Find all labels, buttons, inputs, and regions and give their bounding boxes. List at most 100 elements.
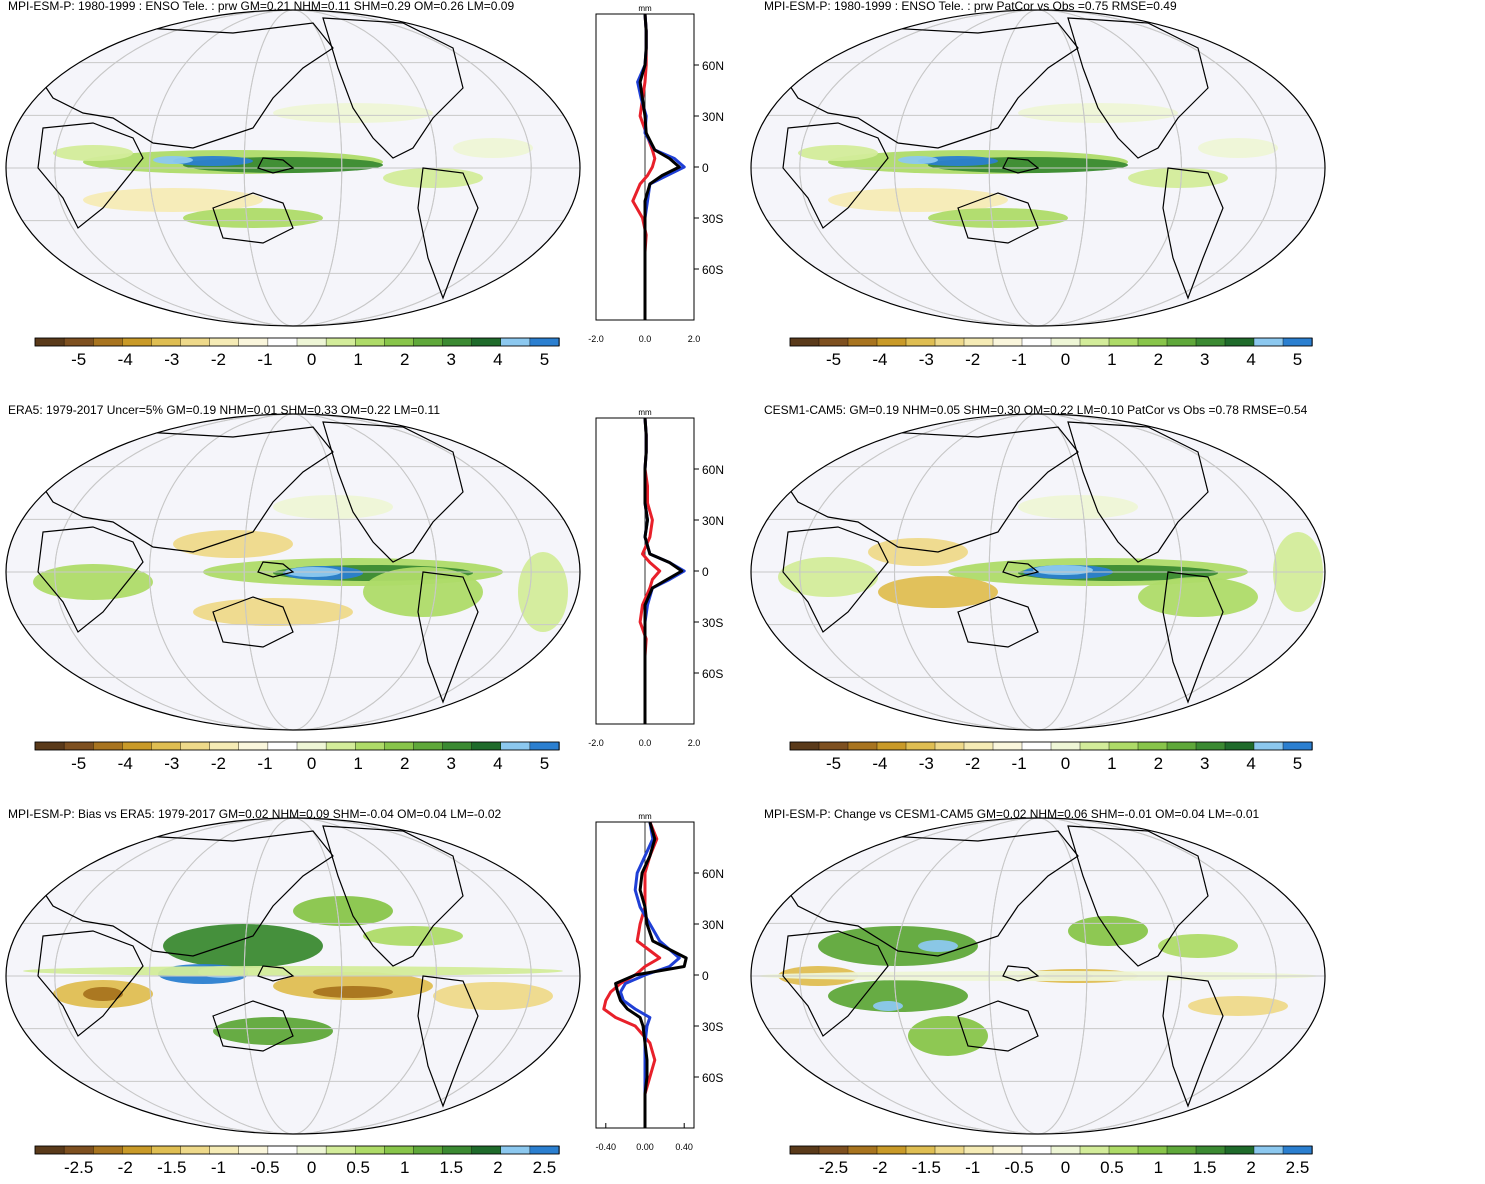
lat-tick-label: 30S <box>702 616 723 630</box>
map-field <box>6 818 580 1134</box>
anomaly-contour <box>383 168 483 188</box>
colorbar-swatch <box>238 337 269 347</box>
x-tick-label: -0.40 <box>596 1142 617 1152</box>
colorbar-swatch <box>1021 1145 1052 1155</box>
colorbar-tick-label: 4 <box>1246 350 1255 369</box>
zonal-profile: mm 60N 30N 0 30S 60S -2.0 0.0 2.0 <box>588 408 724 748</box>
colorbar-tick-label: 4 <box>1246 754 1255 773</box>
colorbar-tick-label: -4 <box>872 350 887 369</box>
colorbar-swatch <box>93 741 124 751</box>
colorbar-swatch <box>296 337 327 347</box>
lat-tick-label: 30N <box>702 514 724 528</box>
colorbar-tick-label: 5 <box>1293 350 1302 369</box>
anomaly-contour <box>1033 565 1093 575</box>
colorbar-swatch <box>789 741 820 751</box>
anomaly-contour <box>918 156 998 166</box>
profile-unit: mm <box>638 4 652 13</box>
anomaly-contour <box>83 987 123 1001</box>
anomaly-contour <box>433 982 553 1010</box>
panel-5: MPI-ESM-P: Bias vs ERA5: 1979-2017 GM=0.… <box>5 807 724 1177</box>
colorbar-swatch <box>267 1145 298 1155</box>
colorbar: -5 -4 -3 -2 -1 0 1 2 3 4 5 <box>34 741 560 773</box>
colorbar-tick-label: 1 <box>1107 350 1116 369</box>
map-field <box>751 10 1325 326</box>
colorbar-tick-label: 1 <box>353 350 362 369</box>
colorbar-swatch <box>93 337 124 347</box>
colorbar-tick-label: -2 <box>965 350 980 369</box>
panel-2: MPI-ESM-P: 1980-1999 : ENSO Tele. : prw … <box>750 0 1326 369</box>
colorbar-swatch <box>992 1145 1023 1155</box>
anomaly-contour <box>213 1017 333 1045</box>
coastline <box>37 930 144 1037</box>
colorbar-tick-label: 5 <box>540 754 549 773</box>
anomaly-contour <box>183 208 323 228</box>
colorbar-tick-label: -0.5 <box>250 1158 279 1177</box>
colorbar-swatch <box>413 337 444 347</box>
x-tick-label: -2.0 <box>588 738 604 748</box>
colorbar-frame <box>34 337 560 347</box>
colorbar-swatch <box>1195 337 1226 347</box>
colorbar-swatch <box>471 337 502 347</box>
colorbar-swatch <box>209 1145 240 1155</box>
colorbar-swatch <box>876 741 907 751</box>
colorbar-swatch <box>34 337 65 347</box>
x-tick-label: 0.40 <box>675 1142 693 1152</box>
panel-4: CESM1-CAM5: GM=0.19 NHM=0.05 SHM=0.30 OM… <box>750 403 1326 773</box>
colorbar-tick-label: -3 <box>164 754 179 773</box>
coastline <box>27 22 334 149</box>
map-field <box>751 414 1325 730</box>
x-tick-label: 0.0 <box>639 334 652 344</box>
map-field <box>6 10 580 326</box>
colorbar-swatch <box>238 741 269 751</box>
colorbar-tick-label: -3 <box>919 754 934 773</box>
colorbar-swatch <box>267 337 298 347</box>
profile-series-red <box>638 417 662 724</box>
colorbar-swatch <box>1079 1145 1110 1155</box>
lon-gridline <box>54 10 532 326</box>
panel-title: ERA5: 1979-2017 Uncer=5% GM=0.19 NHM=0.0… <box>8 403 440 417</box>
colorbar-swatch <box>413 1145 444 1155</box>
colorbar-tick-label: 2 <box>400 754 409 773</box>
anomaly-contour <box>193 598 353 626</box>
colorbar-swatch <box>992 741 1023 751</box>
coastline <box>37 526 144 633</box>
colorbar-tick-label: 2 <box>493 1158 502 1177</box>
colorbar-swatch <box>818 1145 849 1155</box>
colorbar-swatch <box>500 1145 531 1155</box>
anomaly-contour <box>293 896 393 926</box>
colorbar-swatch <box>818 741 849 751</box>
coastline <box>782 122 889 229</box>
colorbar-tick-label: -2 <box>872 1158 887 1177</box>
colorbar-tick-label: -5 <box>826 350 841 369</box>
coastline <box>27 426 334 553</box>
anomaly-contour <box>313 986 393 998</box>
x-tick-label: 0.0 <box>639 738 652 748</box>
anomaly-contour <box>928 208 1068 228</box>
coastline <box>257 561 295 578</box>
coastline <box>27 830 334 957</box>
colorbar: -2.5 -2 -1.5 -1 -0.5 0 0.5 1 1.5 2 2.5 <box>789 1145 1313 1177</box>
colorbar-swatch <box>1108 337 1139 347</box>
colorbar-swatch <box>384 337 415 347</box>
colorbar-tick-label: 0.5 <box>1100 1158 1124 1177</box>
colorbar-tick-label: 4 <box>493 754 502 773</box>
colorbar-swatch <box>63 337 94 347</box>
colorbar-tick-label: -3 <box>164 350 179 369</box>
coastline <box>212 192 294 244</box>
anomaly-contour <box>798 145 878 161</box>
panel-1: MPI-ESM-P: 1980-1999 : ENSO Tele. : prw … <box>5 0 724 369</box>
colorbar-tick-label: -2 <box>211 350 226 369</box>
coastline <box>212 596 294 648</box>
lat-tick-label: 60N <box>702 867 724 881</box>
colorbar-swatch <box>1224 741 1255 751</box>
colorbar-swatch <box>442 741 473 751</box>
colorbar-swatch <box>355 337 386 347</box>
anomaly-contour <box>1138 577 1258 617</box>
anomaly-contour <box>873 1001 903 1011</box>
colorbar-swatch <box>529 1145 560 1155</box>
colorbar-tick-label: -4 <box>872 754 887 773</box>
colorbar-swatch <box>34 741 65 751</box>
colorbar-tick-label: -2 <box>965 754 980 773</box>
lat-tick-label: 60S <box>702 263 723 277</box>
colorbar-swatch <box>1253 1145 1284 1155</box>
